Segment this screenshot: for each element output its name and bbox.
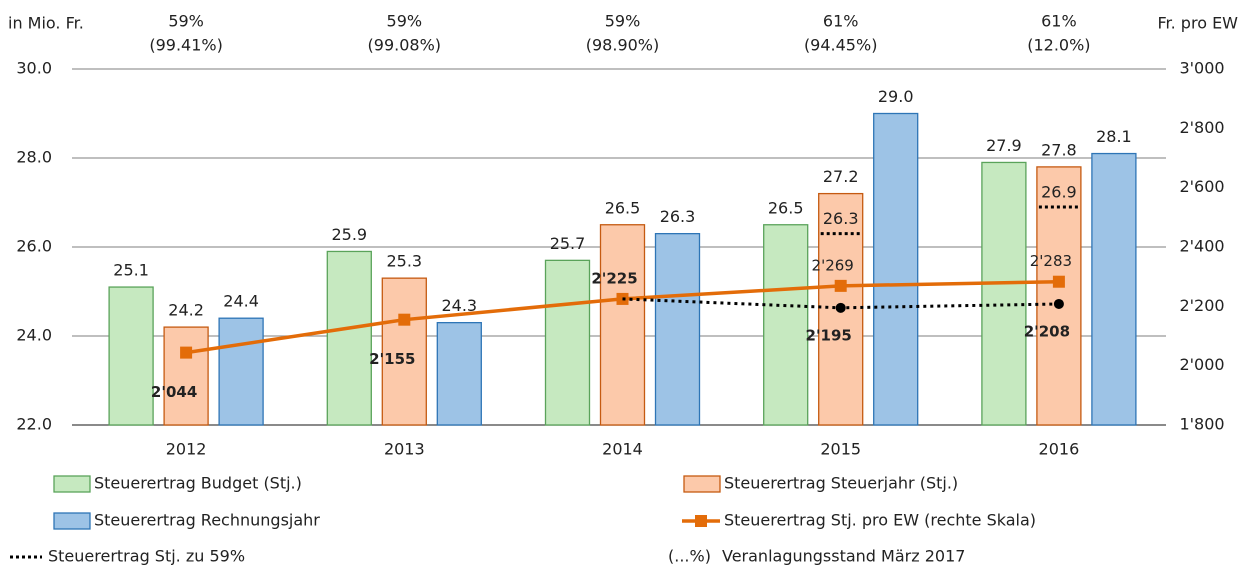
value-label: 26.5 <box>605 198 641 217</box>
value-label: 27.9 <box>986 136 1022 155</box>
value-label: 24.4 <box>223 292 259 311</box>
value-label: 27.8 <box>1041 140 1077 159</box>
bar <box>1036 166 1082 426</box>
legend-label: Steuerertrag Budget (Stj.) <box>94 474 302 493</box>
value-label: 26.5 <box>768 198 804 217</box>
legend-swatch <box>53 512 91 530</box>
y2-tick-label: 2'800 <box>1179 118 1224 137</box>
bar <box>599 224 646 426</box>
legend-label: Steuerertrag Stj. pro EW (rechte Skala) <box>724 511 1036 530</box>
annotation: 59% <box>387 12 423 31</box>
y-tick-label: 28.0 <box>16 148 52 167</box>
value-label: 2'283 <box>1030 252 1072 270</box>
bar <box>381 277 427 426</box>
annotation: 61% <box>1041 12 1077 31</box>
bar <box>654 232 701 426</box>
bar <box>763 224 809 426</box>
y2-tick-label: 3'000 <box>1179 59 1224 78</box>
y2-tick-label: 1'800 <box>1179 415 1224 434</box>
value-label: 25.1 <box>113 261 149 280</box>
x-tick-label: 2016 <box>1039 440 1080 459</box>
annotation: (94.45%) <box>804 36 878 55</box>
y2-tick-label: 2'000 <box>1179 355 1224 374</box>
x-tick-label: 2013 <box>384 440 425 459</box>
legend-swatch <box>53 475 91 493</box>
value-label: 2'269 <box>812 256 854 274</box>
bar <box>981 161 1027 426</box>
value-label: 26.3 <box>823 209 859 228</box>
dotted-marker <box>1053 298 1064 309</box>
value-label: 2'195 <box>806 326 852 344</box>
annotation: 59% <box>605 12 641 31</box>
value-label: 25.7 <box>550 234 586 253</box>
value-label: 2'225 <box>591 269 637 287</box>
x-tick-label: 2012 <box>166 440 207 459</box>
value-label: 29.0 <box>878 87 914 106</box>
annotation: (99.08%) <box>368 36 442 55</box>
y-axis-label: in Mio. Fr. <box>8 14 84 33</box>
value-label: 24.2 <box>168 301 204 320</box>
annotation: (98.90%) <box>586 36 660 55</box>
bar <box>436 321 482 426</box>
value-label: 28.1 <box>1096 127 1132 146</box>
bar <box>108 286 154 426</box>
value-label: 26.3 <box>660 207 696 226</box>
note-text: Veranlagungsstand März 2017 <box>722 547 965 566</box>
value-label: 25.3 <box>386 252 422 271</box>
y-tick-label: 30.0 <box>16 59 52 78</box>
bar <box>163 326 209 426</box>
legend-swatch <box>683 475 721 493</box>
bar <box>326 250 372 426</box>
line-marker <box>1052 275 1065 288</box>
y-tick-label: 24.0 <box>16 326 52 345</box>
line-marker <box>398 313 411 326</box>
x-tick-label: 2015 <box>820 440 861 459</box>
value-label: 2'044 <box>151 383 197 401</box>
y2-axis-label: Fr. pro EW <box>1157 14 1238 33</box>
x-tick-label: 2014 <box>602 440 643 459</box>
bar <box>1091 152 1137 426</box>
line-marker <box>834 279 847 292</box>
bar <box>873 112 919 426</box>
annotation: 61% <box>823 12 859 31</box>
annotation: (99.41%) <box>149 36 223 55</box>
y-tick-label: 22.0 <box>16 415 52 434</box>
annotation: (12.0%) <box>1027 36 1090 55</box>
annotation: 59% <box>168 12 204 31</box>
value-label: 25.9 <box>331 225 367 244</box>
value-label: 27.2 <box>823 167 859 186</box>
dotted-marker <box>835 302 846 313</box>
note-symbol: (...%) <box>668 547 711 566</box>
y2-tick-label: 2'400 <box>1179 237 1224 256</box>
y2-tick-label: 2'200 <box>1179 296 1224 315</box>
value-label: 2'208 <box>1024 322 1070 340</box>
bar <box>544 259 591 426</box>
legend-marker <box>695 515 707 527</box>
legend-label: Steuerertrag Stj. zu 59% <box>48 547 245 566</box>
legend-label: Steuerertrag Steuerjahr (Stj.) <box>724 474 958 493</box>
line-marker <box>180 346 193 359</box>
value-label: 24.3 <box>441 296 477 315</box>
bar <box>218 317 264 426</box>
legend-label: Steuerertrag Rechnungsjahr <box>94 511 320 530</box>
y-tick-label: 26.0 <box>16 237 52 256</box>
value-label: 26.9 <box>1041 182 1077 201</box>
value-label: 2'155 <box>369 350 415 368</box>
y2-tick-label: 2'600 <box>1179 177 1224 196</box>
